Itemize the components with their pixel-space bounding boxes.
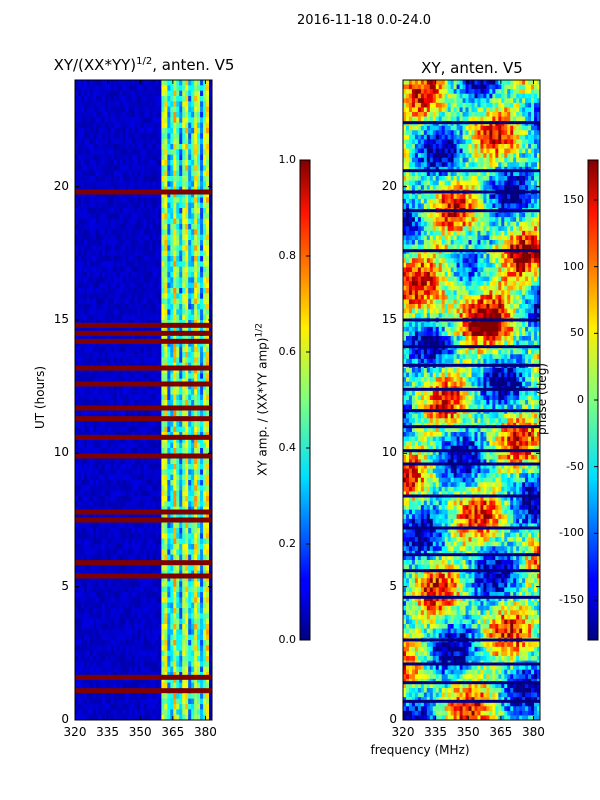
- right-colorbar-label: phase (deg): [535, 363, 549, 436]
- right-heatmap: [403, 80, 541, 721]
- left-panel-title-suffix: , anten. V5: [152, 56, 235, 74]
- phase-row-10: [403, 449, 540, 453]
- saturated-row-3: [75, 560, 212, 566]
- left-colorbar-tick-label: 0.0: [278, 633, 297, 646]
- phase-row-16: [403, 318, 540, 322]
- right-axis-ticks: [402, 80, 540, 721]
- phase-row-4: [403, 595, 540, 599]
- phase-row-17: [403, 249, 540, 253]
- right-y-tick-label: 0: [389, 712, 397, 726]
- left-colorbar-tick-label: 0.6: [278, 345, 297, 358]
- right-x-tick-label: 365: [489, 725, 513, 739]
- left-y-tick-label: 15: [53, 312, 69, 326]
- right-y-tick-label: 15: [381, 312, 397, 326]
- left-y-tick-label: 10: [53, 445, 69, 460]
- left-axis-ticks: [74, 80, 212, 721]
- left-colorbar-tick-label: 1.0: [278, 153, 297, 166]
- saturated-row-4: [75, 517, 212, 523]
- phase-row-9: [403, 462, 540, 466]
- phase-row-15: [403, 345, 540, 349]
- phase-row-18: [403, 209, 540, 213]
- saturated-row-7: [75, 434, 212, 440]
- left-y-tick-label: 0: [61, 712, 69, 726]
- right-colorbar-tick-label: -50: [566, 459, 584, 473]
- left-colorbar-tick-label: 0.8: [278, 249, 297, 262]
- phase-row-20: [403, 169, 540, 173]
- phase-row-1: [403, 681, 540, 685]
- saturated-row-14: [75, 322, 212, 328]
- phase-row-21: [403, 121, 540, 125]
- right-x-tick-label: 350: [456, 725, 480, 739]
- right-y-tick-label: 5: [389, 578, 397, 593]
- left-y-tick-label: 20: [53, 178, 69, 193]
- right-colorbar-tick-label: 50: [570, 326, 584, 340]
- right-y-tick-label: 10: [381, 445, 397, 460]
- left-colorbar-tick-label: 0.2: [278, 537, 297, 550]
- left-panel-title: XY/(XX*YY)1/2, anten. V5: [44, 56, 244, 74]
- left-y-axis-label: UT (hours): [33, 365, 47, 429]
- left-colorbar-tick-label: 0.4: [278, 441, 297, 454]
- phase-row-0: [403, 699, 540, 703]
- saturated-row-5: [75, 509, 212, 515]
- right-x-tick-label: 380: [522, 725, 545, 739]
- saturated-row-11: [75, 365, 212, 371]
- saturated-row-1: [75, 674, 212, 680]
- phase-row-8: [403, 494, 540, 498]
- phase-row-3: [403, 638, 540, 642]
- left-colorbar: [299, 159, 311, 641]
- saturated-row-6: [75, 453, 212, 459]
- right-colorbar-tick-label: -150: [559, 593, 584, 606]
- right-panel-title: XY, anten. V5: [421, 59, 523, 77]
- right-x-axis-label: frequency (MHz): [370, 743, 470, 757]
- right-colorbar-tick-label: 0: [577, 393, 584, 406]
- right-x-tick-label: 335: [424, 725, 448, 739]
- left-panel-title-exponent: 1/2: [136, 56, 153, 67]
- phase-row-2: [403, 662, 540, 666]
- saturated-row-9: [75, 405, 212, 411]
- phase-row-11: [403, 425, 540, 429]
- figure-suptitle: 2016-11-18 0.0-24.0: [297, 13, 431, 28]
- left-x-tick-label: 335: [96, 725, 120, 739]
- saturated-row-13: [75, 330, 212, 336]
- right-y-tick-label: 20: [381, 178, 397, 193]
- left-x-tick-label: 350: [128, 725, 152, 739]
- phase-row-5: [403, 569, 540, 573]
- saturated-row-10: [75, 381, 212, 387]
- left-y-tick-label: 5: [61, 578, 69, 593]
- phase-row-7: [403, 526, 540, 530]
- phase-row-19: [403, 190, 540, 194]
- right-x-tick-label: 320: [391, 725, 415, 739]
- left-x-tick-label: 365: [161, 725, 185, 739]
- left-colorbar-label: XY amp. / (XX*YY amp)1/2: [255, 320, 270, 480]
- left-panel-title-main: XY/(XX*YY): [53, 56, 137, 74]
- phase-row-6: [403, 553, 540, 557]
- phase-row-13: [403, 387, 540, 391]
- left-colorbar-label-exponent: 1/2: [254, 323, 265, 338]
- phase-row-14: [403, 363, 540, 367]
- left-heatmap: [75, 80, 213, 721]
- phase-row-12: [403, 409, 540, 413]
- saturated-row-12: [75, 338, 212, 344]
- left-x-tick-label: 320: [63, 725, 87, 739]
- left-x-tick-label: 380: [194, 725, 217, 739]
- right-plot-frame: [402, 79, 541, 721]
- right-colorbar-tick-label: 150: [563, 193, 584, 206]
- saturated-row-0: [75, 688, 212, 694]
- right-colorbar-tick-label: -100: [559, 526, 584, 540]
- saturated-row-15: [75, 189, 212, 195]
- left-plot-frame: [74, 79, 213, 721]
- saturated-row-2: [75, 573, 212, 579]
- colorbar-ticks: [306, 159, 598, 641]
- right-colorbar-tick-label: 100: [563, 259, 584, 273]
- left-colorbar-label-main: XY amp. / (XX*YY amp): [255, 337, 270, 476]
- saturated-row-8: [75, 416, 212, 422]
